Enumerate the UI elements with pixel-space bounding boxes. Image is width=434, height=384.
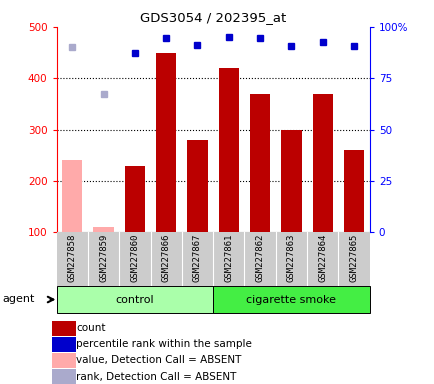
Bar	[250, 94, 270, 232]
Text: GSM227863: GSM227863	[286, 234, 295, 282]
Text: GSM227861: GSM227861	[224, 234, 233, 282]
Bar	[187, 140, 207, 232]
Bar	[156, 53, 176, 232]
Text: GSM227864: GSM227864	[318, 234, 326, 282]
Text: cigarette smoke: cigarette smoke	[246, 295, 335, 305]
Bar	[213, 286, 369, 313]
Text: agent: agent	[2, 294, 34, 304]
Text: GSM227862: GSM227862	[255, 234, 264, 282]
Bar	[312, 94, 332, 232]
Title: GDS3054 / 202395_at: GDS3054 / 202395_at	[140, 11, 286, 24]
Bar	[343, 150, 363, 232]
Bar	[218, 68, 238, 232]
Text: GSM227867: GSM227867	[193, 234, 201, 282]
Bar	[62, 161, 82, 232]
Text: control: control	[115, 295, 154, 305]
Bar	[52, 337, 76, 352]
Bar	[125, 166, 145, 232]
Text: GSM227866: GSM227866	[161, 234, 170, 282]
Bar	[52, 369, 76, 384]
Text: percentile rank within the sample: percentile rank within the sample	[76, 339, 251, 349]
Text: GSM227859: GSM227859	[99, 234, 108, 282]
Bar	[52, 353, 76, 368]
Bar	[56, 286, 213, 313]
Text: rank, Detection Call = ABSENT: rank, Detection Call = ABSENT	[76, 372, 236, 382]
Text: count: count	[76, 323, 105, 333]
Bar	[93, 227, 113, 232]
Text: GSM227860: GSM227860	[130, 234, 139, 282]
Text: GSM227865: GSM227865	[349, 234, 358, 282]
Bar	[52, 321, 76, 336]
Bar	[281, 129, 301, 232]
Text: GSM227858: GSM227858	[68, 234, 76, 282]
Text: value, Detection Call = ABSENT: value, Detection Call = ABSENT	[76, 356, 241, 366]
